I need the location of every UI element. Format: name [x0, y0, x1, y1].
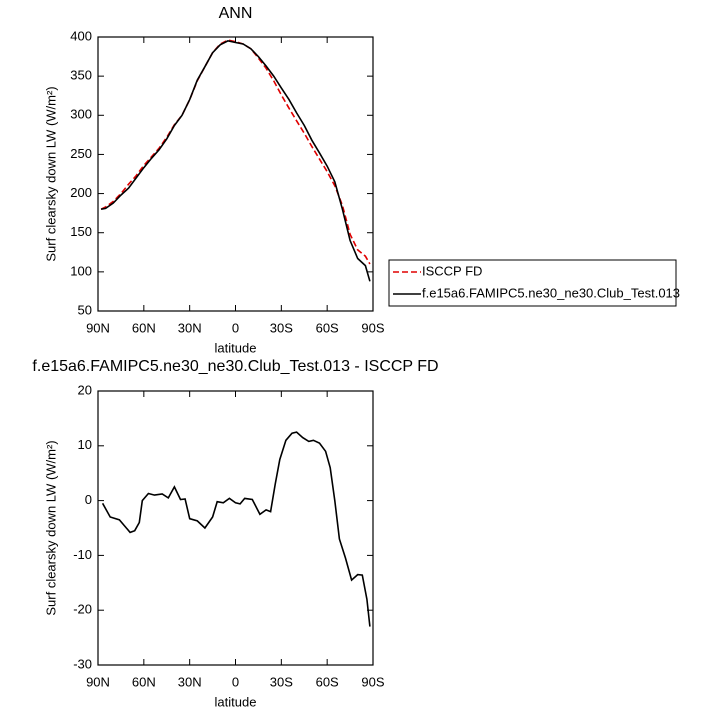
chart-title: f.e15a6.FAMIPC5.ne30_ne30.Club_Test.013 … — [32, 358, 438, 375]
x-tick-label: 90S — [361, 320, 384, 335]
data-line — [100, 40, 371, 282]
x-tick-label: 60S — [316, 320, 339, 335]
data-line — [100, 39, 371, 265]
x-tick-label: 60N — [132, 674, 156, 689]
plot-frame — [97, 390, 374, 666]
x-tick-label: 90N — [86, 320, 110, 335]
plot-frame — [97, 36, 374, 312]
x-tick-label: 0 — [232, 320, 239, 335]
y-axis-label: Surf clearsky down LW (W/m²) — [43, 440, 58, 615]
x-tick-label: 30N — [178, 674, 202, 689]
x-tick-label: 90N — [86, 674, 110, 689]
x-tick-label: 30S — [270, 320, 293, 335]
y-tick-label: 350 — [70, 68, 92, 83]
x-axis-label: latitude — [215, 694, 257, 709]
y-tick-label: -10 — [73, 547, 92, 562]
y-tick-label: 0 — [85, 492, 92, 507]
x-tick-label: 60S — [316, 674, 339, 689]
chart-title: ANN — [219, 5, 253, 22]
data-line — [101, 431, 371, 627]
legend-label: ISCCP FD — [422, 263, 482, 278]
x-tick-label: 90S — [361, 674, 384, 689]
y-tick-label: 200 — [70, 185, 92, 200]
x-tick-label: 0 — [232, 674, 239, 689]
y-tick-label: 10 — [78, 437, 92, 452]
y-tick-label: 20 — [78, 382, 92, 397]
legend-label: f.e15a6.FAMIPC5.ne30_ne30.Club_Test.013 — [422, 285, 680, 300]
y-tick-label: -30 — [73, 656, 92, 671]
y-tick-label: 300 — [70, 107, 92, 122]
x-axis-label: latitude — [215, 340, 257, 355]
legend-box — [388, 259, 677, 307]
y-tick-label: 250 — [70, 146, 92, 161]
y-tick-label: 150 — [70, 224, 92, 239]
y-axis-label: Surf clearsky down LW (W/m²) — [43, 86, 58, 261]
x-tick-label: 60N — [132, 320, 156, 335]
y-tick-label: 100 — [70, 263, 92, 278]
x-tick-label: 30S — [270, 674, 293, 689]
y-tick-label: 400 — [70, 28, 92, 43]
y-tick-label: -20 — [73, 602, 92, 617]
x-tick-label: 30N — [178, 320, 202, 335]
y-tick-label: 50 — [78, 302, 92, 317]
